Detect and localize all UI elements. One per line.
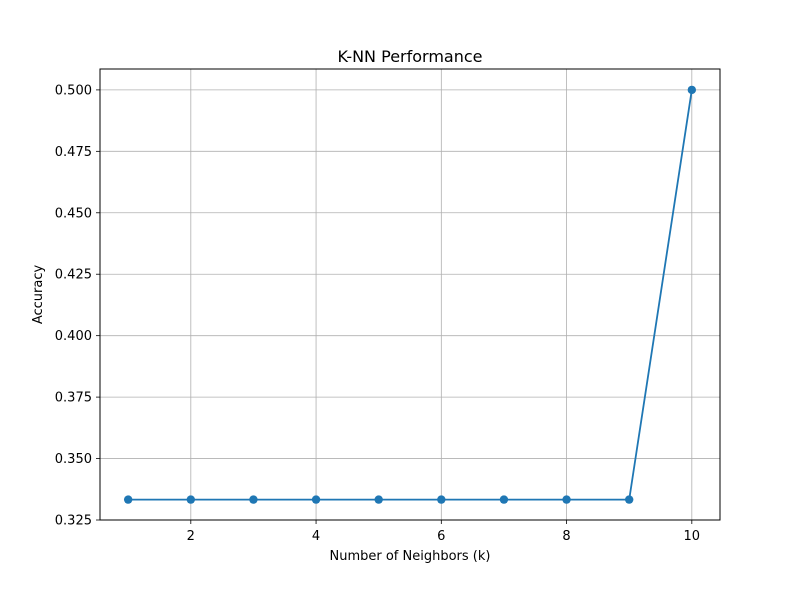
data-point-marker bbox=[499, 495, 509, 504]
axis-ticks: 2 4 6 8 10 0.325 0.350 0.375 0.400 0.425 0.450 0.47… bbox=[55, 83, 700, 544]
y-axis-label: Accuracy bbox=[31, 265, 46, 325]
x-axis-label: Number of Neighbors (k) bbox=[330, 549, 491, 564]
series-line bbox=[128, 89, 693, 501]
y-tick-label: 0.350 bbox=[55, 452, 92, 467]
data-point-marker bbox=[374, 495, 383, 504]
x-tick-label: 8 bbox=[562, 529, 570, 544]
y-tick-label: 0.375 bbox=[55, 391, 92, 406]
x-tick-label: 10 bbox=[684, 529, 701, 544]
y-tick-label: 0.450 bbox=[55, 206, 92, 221]
data-point-marker bbox=[562, 495, 571, 504]
data-point-marker bbox=[687, 85, 697, 95]
data-point-marker bbox=[186, 495, 196, 504]
y-tick-label: 0.500 bbox=[55, 83, 92, 98]
data-point-marker bbox=[123, 495, 133, 504]
x-tick-label: 2 bbox=[187, 529, 195, 544]
x-tick-label: 6 bbox=[437, 529, 445, 544]
plot-area-frame bbox=[99, 68, 721, 521]
y-tick-label: 0.475 bbox=[55, 145, 92, 160]
data-point-marker bbox=[624, 495, 634, 504]
y-tick-label: 0.325 bbox=[55, 514, 92, 529]
data-series bbox=[123, 85, 697, 504]
chart-title: K-NN Performance bbox=[338, 47, 483, 66]
y-tick-label: 0.400 bbox=[55, 329, 92, 344]
x-tick-label: 4 bbox=[312, 529, 320, 544]
data-point-marker bbox=[249, 495, 258, 504]
data-point-marker bbox=[437, 495, 446, 504]
data-point-marker bbox=[311, 495, 321, 504]
y-tick-label: 0.425 bbox=[55, 268, 92, 283]
